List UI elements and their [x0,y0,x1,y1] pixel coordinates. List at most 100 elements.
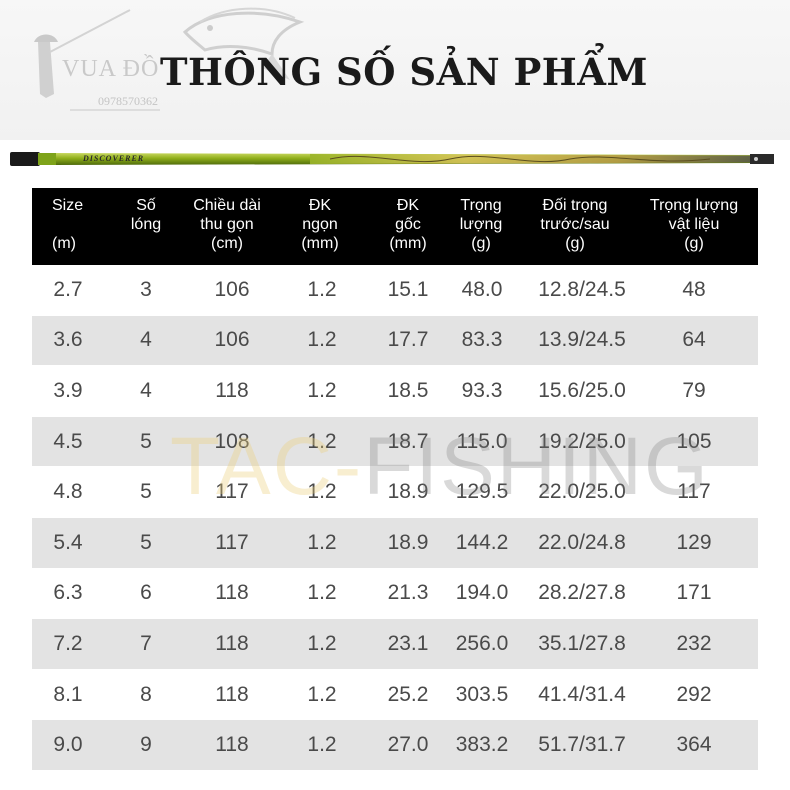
cell-so-long: 3 [140,277,152,301]
cell-so-long: 5 [140,480,152,504]
cell-size: 4.5 [53,429,83,453]
cell-dk-goc: 15.1 [387,277,429,301]
cell-dk-goc: 18.7 [387,429,429,453]
cell-size: 3.6 [53,328,83,352]
cell-doi-trong: 28.2/27.8 [538,581,626,605]
cell-doi-trong: 22.0/24.8 [538,530,626,554]
cell-dk-goc: 17.7 [387,328,429,352]
table-row: 6.3 6 118 1.2 21.3 194.0 28.2/27.8 171 [32,568,758,620]
cell-trong-luong-vat-lieu: 105 [676,429,712,453]
cell-chieu-dai: 117 [215,530,249,554]
cell-doi-trong: 15.6/25.0 [538,378,626,402]
logo-phone: 0978570362 [98,94,158,108]
cell-trong-luong: 83.3 [461,328,503,352]
cell-so-long: 5 [140,429,152,453]
cell-chieu-dai: 118 [215,682,249,706]
cell-trong-luong-vat-lieu: 171 [676,581,712,605]
cell-size: 7.2 [53,631,83,655]
table-header: Size (m) Số lóng Chiều dài thu gọn (cm) … [32,188,758,265]
cell-trong-luong: 129.5 [455,480,509,504]
cell-doi-trong: 19.2/25.0 [538,429,626,453]
table-row: 3.6 4 106 1.2 17.7 83.3 13.9/24.5 64 [32,315,758,367]
cell-dk-ngon: 1.2 [307,631,337,655]
cell-dk-goc: 18.5 [387,378,429,402]
cell-trong-luong: 256.0 [455,631,509,655]
cell-dk-goc: 18.9 [387,480,429,504]
cell-dk-ngon: 1.2 [307,328,337,352]
table-row: 7.2 7 118 1.2 23.1 256.0 35.1/27.8 232 [32,619,758,670]
cell-chieu-dai: 118 [215,378,249,402]
cell-dk-ngon: 1.2 [307,682,337,706]
page-title: THÔNG SỐ SẢN PHẨM [160,50,648,94]
logo-text: VUA ĐỒ [62,56,160,82]
table-row: 4.8 5 117 1.2 18.9 129.5 22.0/25.0 117 [32,467,758,518]
cell-so-long: 5 [140,530,152,554]
cell-so-long: 6 [140,581,152,605]
cell-so-long: 7 [140,631,152,655]
cell-dk-ngon: 1.2 [307,733,337,757]
cell-trong-luong: 383.2 [455,733,509,757]
cell-size: 5.4 [53,530,83,554]
cell-size: 6.3 [53,581,83,605]
cell-trong-luong: 115.0 [456,429,508,453]
rod-label: DISCOVERER [83,154,145,163]
table-row: 3.9 4 118 1.2 18.5 93.3 15.6/25.0 79 [32,366,758,417]
header-trong-luong: Trọng lượng (g) [459,197,503,252]
cell-size: 2.7 [53,277,83,301]
cell-chieu-dai: 118 [215,733,249,757]
header-band [0,0,790,140]
header-doi-trong: Đối trọng trước/sau (g) [540,197,610,252]
header-so-long: Số lóng [130,197,162,233]
cell-trong-luong: 303.5 [455,682,509,706]
header-dk-ngon: ĐK ngọn (mm) [301,197,339,252]
spec-table: Size (m) Số lóng Chiều dài thu gọn (cm) … [32,188,758,771]
cell-chieu-dai: 106 [214,277,250,301]
cell-chieu-dai: 118 [215,581,249,605]
cell-dk-goc: 18.9 [387,530,429,554]
cell-doi-trong: 12.8/24.5 [538,277,626,301]
cell-dk-ngon: 1.2 [307,480,337,504]
cell-chieu-dai: 117 [215,480,249,504]
header-size: Size (m) [52,197,84,252]
cell-dk-ngon: 1.2 [307,378,337,402]
cell-dk-goc: 27.0 [387,733,429,757]
table-body: 2.7 3 106 1.2 15.1 48.0 12.8/24.5 48 3.6 4 106 1.2 1… [32,265,758,771]
cell-dk-ngon: 1.2 [307,277,337,301]
shop-logo [10,2,310,120]
header-dk-goc: ĐK gốc (mm) [389,197,427,252]
fishing-rod-image [10,152,774,166]
cell-trong-luong-vat-lieu: 232 [676,631,712,655]
table-row: 4.5 5 108 1.2 18.7 115.0 19.2/25.0 105 [32,416,758,468]
cell-trong-luong-vat-lieu: 64 [682,328,706,352]
cell-so-long: 4 [140,328,152,352]
cell-trong-luong-vat-lieu: 292 [676,682,712,706]
cell-size: 3.9 [53,378,83,402]
cell-trong-luong-vat-lieu: 79 [682,378,706,402]
cell-so-long: 4 [140,378,152,402]
cell-doi-trong: 41.4/31.4 [538,682,626,706]
cell-chieu-dai: 108 [214,429,250,453]
cell-chieu-dai: 106 [214,328,250,352]
cell-doi-trong: 35.1/27.8 [538,631,626,655]
cell-trong-luong: 144.2 [455,530,509,554]
header-trong-luong-vat-lieu: Trọng lượng vật liệu (g) [649,197,739,252]
cell-dk-ngon: 1.2 [307,530,337,554]
cell-trong-luong-vat-lieu: 48 [682,277,706,301]
table-row: 5.4 5 117 1.2 18.9 144.2 22.0/24.8 129 [32,517,758,569]
table-row: 2.7 3 106 1.2 15.1 48.0 12.8/24.5 48 [32,265,758,316]
cell-trong-luong: 93.3 [461,378,503,402]
header-chieu-dai: Chiều dài thu gọn (cm) [193,197,261,252]
cell-size: 9.0 [53,733,83,757]
cell-trong-luong: 194.0 [455,581,509,605]
cell-trong-luong: 48.0 [461,277,503,301]
cell-so-long: 8 [140,682,152,706]
fish-logo-icon [34,7,305,111]
cell-trong-luong-vat-lieu: 117 [677,480,711,504]
cell-dk-ngon: 1.2 [307,581,337,605]
cell-dk-ngon: 1.2 [307,429,337,453]
cell-trong-luong-vat-lieu: 364 [676,733,712,757]
table-row: 9.0 9 118 1.2 27.0 383.2 51.7/31.7 364 [32,720,758,771]
cell-doi-trong: 22.0/25.0 [538,480,626,504]
cell-dk-goc: 25.2 [387,682,429,706]
cell-dk-goc: 21.3 [387,581,429,605]
